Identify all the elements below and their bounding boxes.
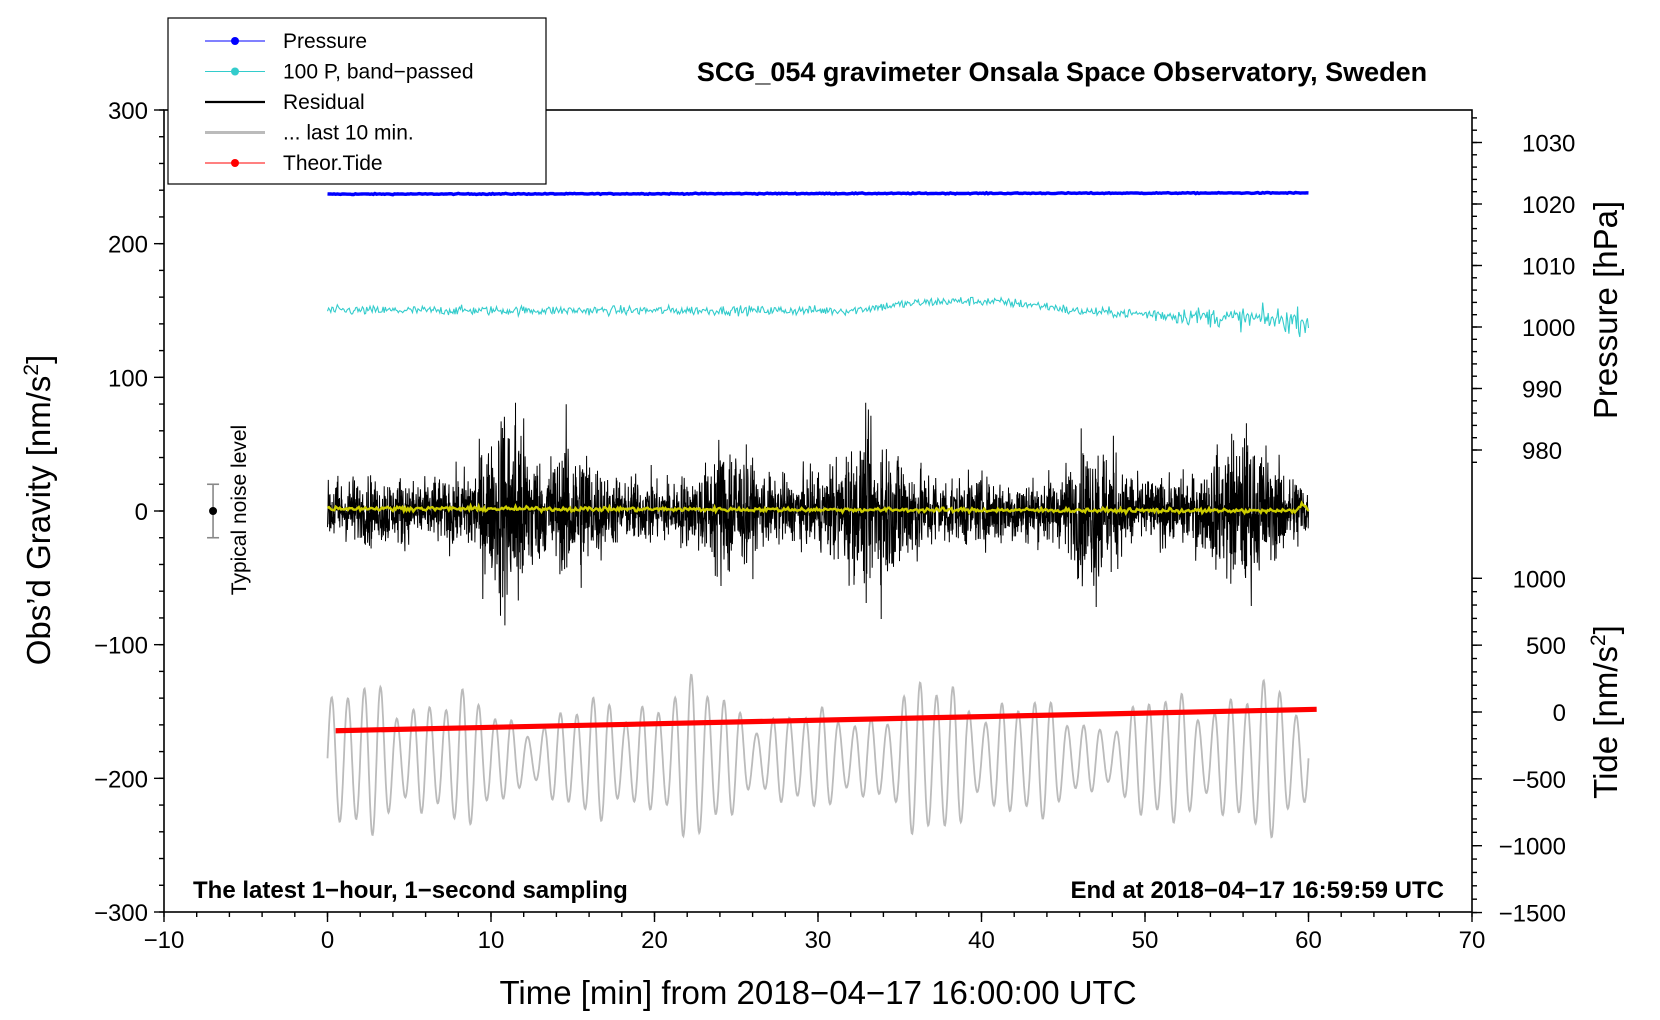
x-tick-label: 10: [478, 927, 505, 954]
left-y-axis: −300 −200 −100 0 100 200 300: [94, 98, 164, 927]
x-tick-label: 20: [641, 927, 668, 954]
legend-label: 100 P, band−passed: [283, 61, 474, 84]
tide-title-end: ]: [1587, 625, 1624, 634]
tide-tick-label: −1000: [1499, 834, 1566, 861]
x-tick-label: 50: [1132, 927, 1159, 954]
residual-lowpass-series: [326, 500, 1310, 516]
noise-bar: [207, 483, 220, 539]
x-tick-label: −10: [144, 927, 185, 954]
x-tick-label: 30: [805, 927, 832, 954]
left-y-tick-label: 0: [135, 499, 148, 526]
x-tick-label: 70: [1459, 927, 1486, 954]
band-passed-pressure-series: [326, 296, 1310, 338]
tide-title-main: Tide [nm/s: [1587, 646, 1624, 799]
pressure-series: [327, 190, 1309, 197]
left-y-tick-label: 200: [108, 232, 148, 259]
note-left: The latest 1−hour, 1−second sampling: [193, 877, 628, 904]
x-tick-label: 60: [1295, 927, 1322, 954]
legend-marker: [231, 37, 239, 45]
pressure-tick-label: 1000: [1522, 315, 1575, 342]
tide-title-sup: 2: [1587, 634, 1610, 646]
series-layer: [326, 190, 1317, 839]
legend-label: ... last 10 min.: [283, 122, 414, 145]
theoretical-tide-series: [335, 706, 1317, 734]
note-right: End at 2018−04−17 16:59:59 UTC: [1070, 877, 1444, 904]
left-y-title-sup: 2: [20, 364, 43, 376]
pressure-tick-label: 990: [1522, 377, 1562, 404]
pressure-tick-label: 980: [1522, 438, 1562, 465]
noise-bar-label: Typical noise level: [228, 425, 251, 595]
pressure-tick-label: 1020: [1522, 192, 1575, 219]
tide-tick-label: 0: [1553, 700, 1566, 727]
residual-series: [327, 402, 1309, 626]
left-y-title-main: Obs’d Gravity [nm/s: [20, 376, 57, 666]
tide-axis-title: Tide [nm/s2]: [1587, 625, 1624, 799]
x-axis-title: Time [min] from 2018−04−17 16:00:00 UTC: [499, 974, 1136, 1011]
legend-label: Pressure: [283, 30, 367, 53]
tide-tick-label: −1500: [1499, 901, 1566, 928]
tide-tick-label: 1000: [1513, 566, 1566, 593]
legend-label: Theor.Tide: [283, 152, 383, 175]
tide-axis: −1500 −1000 −500 0 500 1000: [1472, 566, 1566, 928]
x-axis: −10 0 10 20 30 40 50 60 70: [144, 912, 1486, 954]
tide-tick-label: 500: [1526, 633, 1566, 660]
noise-bar-center: [209, 507, 218, 515]
pressure-tick-label: 1010: [1522, 254, 1575, 281]
left-y-tick-label: −300: [94, 900, 148, 927]
last-10-min-series: [326, 673, 1310, 839]
left-y-tick-label: −100: [94, 633, 148, 660]
left-y-tick-label: 100: [108, 365, 148, 392]
x-tick-label: 40: [968, 927, 995, 954]
pressure-axis: 980 990 1000 1010 1020 1030: [1472, 117, 1575, 465]
left-y-tick-label: −200: [94, 766, 148, 793]
pressure-tick-label: 1030: [1522, 131, 1575, 158]
chart-title: SCG_054 gravimeter Onsala Space Observat…: [697, 57, 1427, 87]
x-tick-label: 0: [321, 927, 334, 954]
legend-label: Residual: [283, 91, 365, 114]
tide-tick-label: −500: [1512, 767, 1566, 794]
legend-marker: [231, 67, 239, 76]
pressure-axis-title: Pressure [hPa]: [1587, 201, 1624, 419]
left-y-tick-label: 300: [108, 98, 148, 125]
legend-marker: [231, 159, 239, 167]
legend: Pressure 100 P, band−passed Residual ... la…: [167, 17, 547, 185]
left-y-axis-title: Obs’d Gravity [nm/s2]: [20, 355, 57, 666]
left-y-title-end: ]: [20, 355, 57, 364]
